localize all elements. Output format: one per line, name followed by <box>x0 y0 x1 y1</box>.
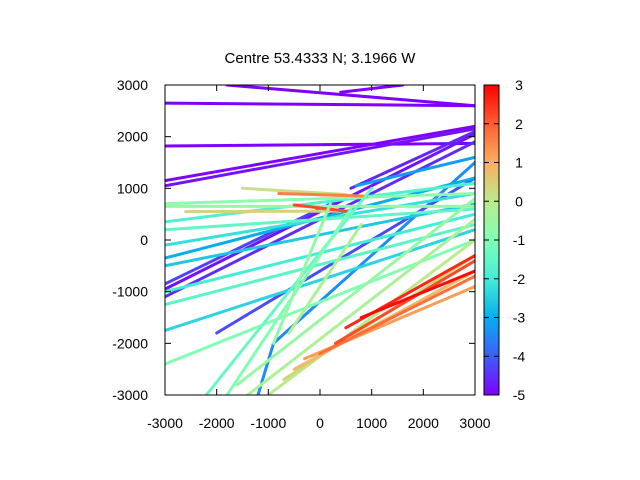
x-tick-label-5: 2000 <box>408 415 439 431</box>
plot-frame <box>164 84 476 396</box>
y-tick-label-4: -1000 <box>112 284 148 300</box>
track-40 <box>272 202 332 345</box>
track-35 <box>334 259 475 345</box>
x-tick-label-2: -1000 <box>250 415 286 431</box>
colorbar-tick-label-4: -1 <box>513 232 526 248</box>
y-tick-label-1: 2000 <box>117 129 148 145</box>
track-24 <box>184 209 343 214</box>
track-17 <box>165 207 475 232</box>
chart-title: Centre 53.4333 N; 3.1966 W <box>225 50 417 67</box>
track-25 <box>241 186 348 196</box>
x-axis: -3000 -2000 -1000 0 1000 2000 3000 <box>147 85 491 431</box>
track-5 <box>165 127 475 188</box>
colorbar-tick-label-6: -3 <box>513 310 526 326</box>
y-tick-label-6: -3000 <box>112 387 148 403</box>
colorbar-axis: 3 2 1 0 -1 -2 -3 -4 -5 <box>484 77 525 403</box>
track-3 <box>165 141 475 148</box>
colorbar-tick-label-2: 1 <box>515 155 523 171</box>
track-30 <box>266 238 475 395</box>
track-22 <box>165 192 475 206</box>
x-tick-label-3: 0 <box>316 415 324 431</box>
track-38 <box>204 186 374 395</box>
colorbar-tick-label-0: 3 <box>515 77 523 93</box>
track-27 <box>292 203 348 213</box>
colorbar-tick-label-3: 0 <box>515 193 523 209</box>
colorbar-tick-label-8: -5 <box>513 387 526 403</box>
y-tick-label-3: 0 <box>140 232 148 248</box>
x-tick-label-6: 3000 <box>459 415 490 431</box>
track-41 <box>287 223 363 335</box>
track-20 <box>165 228 475 332</box>
colorbar-tick-label-1: 2 <box>515 116 523 132</box>
y-tick-label-5: -2000 <box>112 335 148 351</box>
track-29 <box>246 217 475 395</box>
track-34 <box>318 274 475 356</box>
track-21 <box>165 238 475 366</box>
colorbar-tick-label-5: -2 <box>513 271 526 287</box>
track-16 <box>165 181 475 224</box>
track-12 <box>354 155 475 188</box>
y-tick-label-0: 3000 <box>117 77 148 93</box>
track-11 <box>215 176 475 335</box>
track-layer <box>165 85 475 395</box>
track-4 <box>165 124 475 183</box>
y-axis: 3000 2000 1000 0 -1000 -2000 -3000 <box>112 77 475 403</box>
y-tick-label-2: 1000 <box>117 180 148 196</box>
track-0 <box>165 101 475 108</box>
x-tick-label-1: -2000 <box>199 415 235 431</box>
track-37 <box>359 269 475 319</box>
x-tick-label-4: 1000 <box>356 415 387 431</box>
x-tick-label-0: -3000 <box>147 415 183 431</box>
track-14 <box>165 202 475 268</box>
colorbar-tick-label-7: -4 <box>513 348 526 364</box>
track-9 <box>165 199 337 286</box>
track-26 <box>277 192 368 198</box>
track-6 <box>349 130 475 190</box>
track-28 <box>235 197 475 387</box>
